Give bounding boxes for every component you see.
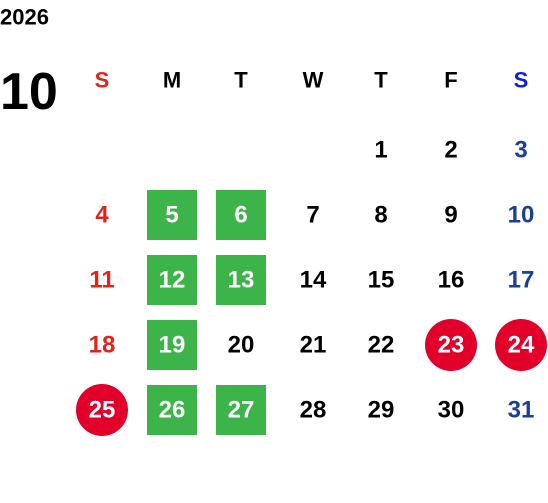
day-number: 12 bbox=[159, 267, 186, 294]
day-number: 11 bbox=[89, 267, 114, 294]
day-number: 1 bbox=[374, 137, 387, 164]
month: 10 bbox=[0, 63, 58, 121]
weekday-label: M bbox=[163, 68, 181, 93]
day-number: 5 bbox=[165, 202, 178, 229]
weekday-label: S bbox=[95, 68, 110, 93]
weekday-label: F bbox=[444, 68, 457, 93]
highlight-square bbox=[147, 320, 197, 370]
day-number: 20 bbox=[228, 332, 255, 359]
day-number: 29 bbox=[368, 397, 395, 424]
day-number: 8 bbox=[374, 202, 387, 229]
day-number: 3 bbox=[514, 137, 527, 164]
highlight-circle bbox=[495, 319, 547, 371]
highlight-circle bbox=[76, 384, 128, 436]
day-number: 26 bbox=[159, 397, 186, 424]
year: 2026 bbox=[0, 5, 49, 30]
day-number: 9 bbox=[444, 202, 457, 229]
day-number: 27 bbox=[228, 397, 255, 424]
day-number: 23 bbox=[438, 332, 465, 359]
day-number: 6 bbox=[234, 202, 247, 229]
day-number: 28 bbox=[300, 397, 327, 424]
day-number: 4 bbox=[95, 202, 109, 229]
day-number: 2 bbox=[444, 137, 457, 164]
weekday-label: T bbox=[234, 68, 248, 93]
day-number: 21 bbox=[300, 332, 327, 359]
highlight-square bbox=[216, 255, 266, 305]
day-number: 31 bbox=[508, 397, 535, 424]
day-number: 16 bbox=[438, 267, 465, 294]
day-number: 14 bbox=[300, 267, 327, 294]
highlight-square bbox=[216, 385, 266, 435]
weekday-label: T bbox=[374, 68, 388, 93]
weekday-label: W bbox=[303, 68, 324, 93]
day-number: 24 bbox=[508, 332, 535, 359]
highlight-square bbox=[147, 385, 197, 435]
day-number: 17 bbox=[508, 267, 535, 294]
day-number: 15 bbox=[368, 267, 395, 294]
day-number: 22 bbox=[368, 332, 395, 359]
day-number: 19 bbox=[159, 332, 186, 359]
day-number: 18 bbox=[89, 332, 116, 359]
highlight-square bbox=[147, 255, 197, 305]
day-number: 30 bbox=[438, 397, 465, 424]
highlight-circle bbox=[425, 319, 477, 371]
day-number: 7 bbox=[306, 202, 319, 229]
highlight-square bbox=[147, 190, 197, 240]
day-number: 13 bbox=[228, 267, 255, 294]
day-number: 10 bbox=[508, 202, 535, 229]
highlight-square bbox=[216, 190, 266, 240]
weekday-label: S bbox=[514, 68, 529, 93]
day-number: 25 bbox=[89, 397, 116, 424]
